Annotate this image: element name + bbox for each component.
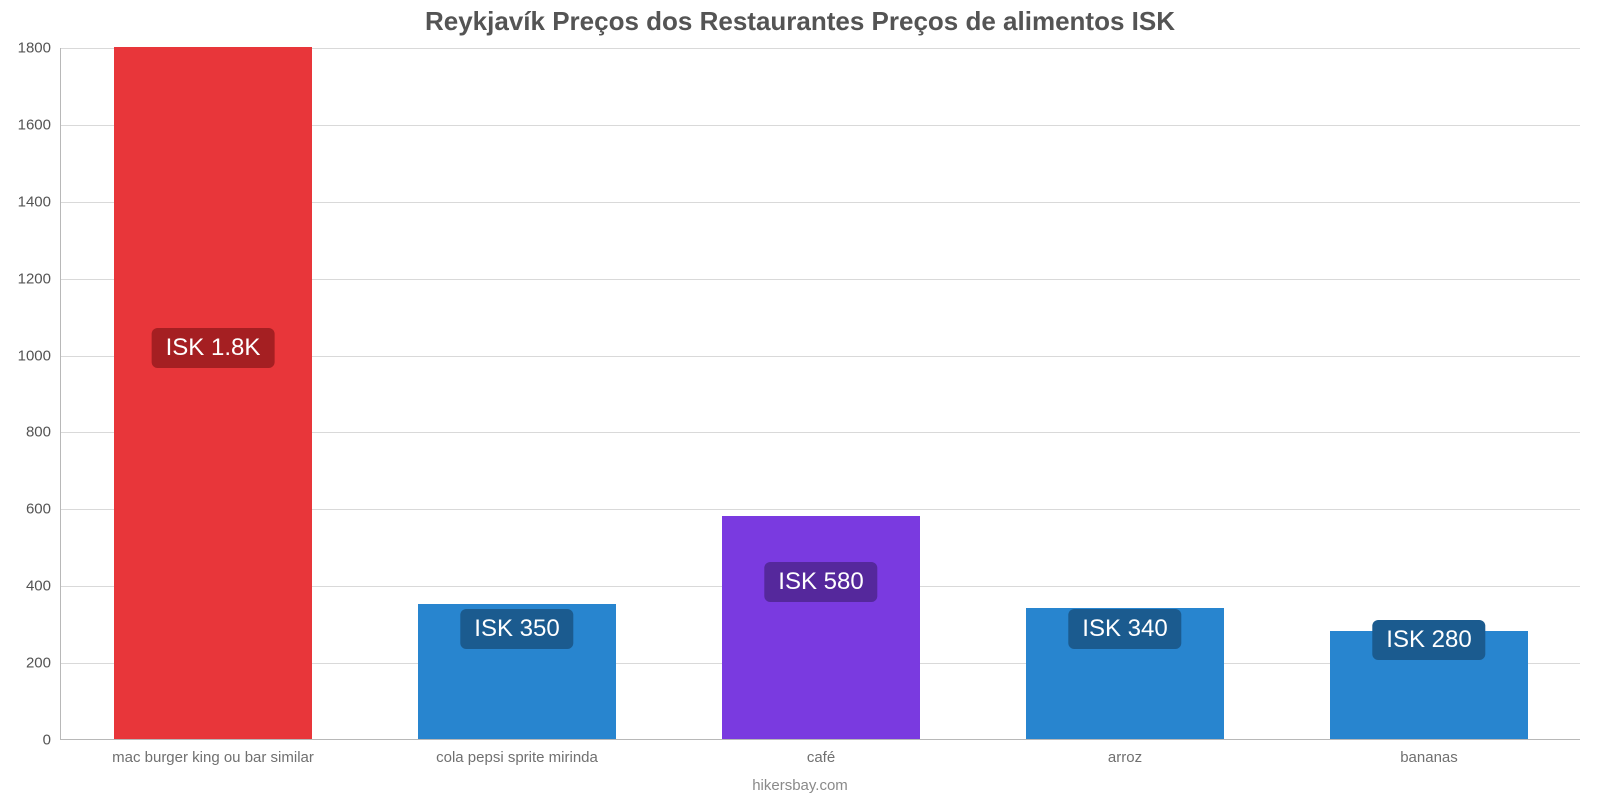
x-tick-label: cola pepsi sprite mirinda — [436, 739, 598, 766]
chart-title: Reykjavík Preços dos Restaurantes Preços… — [0, 6, 1600, 37]
y-tick-label: 800 — [26, 424, 61, 441]
chart-credit: hikersbay.com — [0, 777, 1600, 794]
y-tick-label: 1400 — [18, 193, 61, 210]
value-badge: ISK 580 — [764, 562, 877, 602]
x-tick-label: arroz — [1108, 739, 1142, 766]
y-tick-label: 400 — [26, 578, 61, 595]
plot-area: 020040060080010001200140016001800mac bur… — [60, 48, 1580, 740]
value-badge: ISK 1.8K — [152, 328, 275, 368]
bar — [114, 47, 312, 739]
y-tick-label: 1000 — [18, 347, 61, 364]
value-badge: ISK 350 — [460, 609, 573, 649]
y-tick-label: 200 — [26, 655, 61, 672]
x-tick-label: café — [807, 739, 835, 766]
y-tick-label: 1200 — [18, 270, 61, 287]
x-tick-label: bananas — [1400, 739, 1458, 766]
y-tick-label: 0 — [43, 732, 61, 749]
y-tick-label: 1800 — [18, 40, 61, 57]
chart-container: Reykjavík Preços dos Restaurantes Preços… — [0, 0, 1600, 800]
value-badge: ISK 340 — [1068, 609, 1181, 649]
y-tick-label: 600 — [26, 501, 61, 518]
bar — [722, 516, 920, 739]
y-tick-label: 1600 — [18, 116, 61, 133]
value-badge: ISK 280 — [1372, 620, 1485, 660]
x-tick-label: mac burger king ou bar similar — [112, 739, 314, 766]
